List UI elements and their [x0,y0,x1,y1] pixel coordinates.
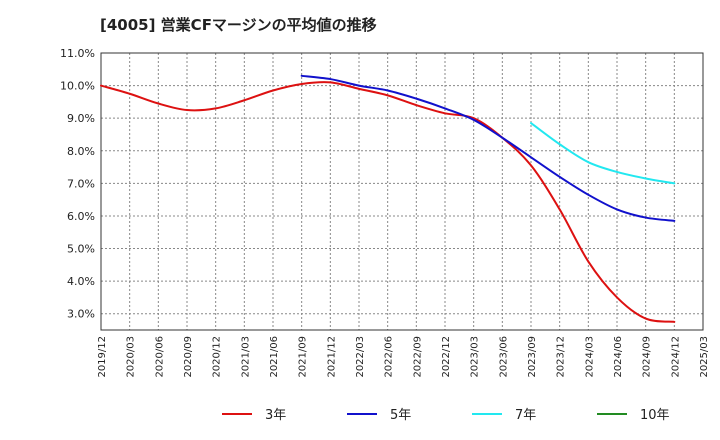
x-tick-label: 2023/03 [470,336,481,378]
x-tick-label: 2023/12 [556,336,567,378]
y-tick-label: 11.0% [60,47,95,60]
x-tick-label: 2021/12 [326,336,337,378]
x-tick-label: 2024/06 [613,336,624,378]
x-tick-label: 2021/06 [269,336,280,378]
legend-label-1: 3年 [265,408,286,423]
x-tick-label: 2024/09 [642,336,653,378]
x-tick-label: 2025/03 [699,336,710,378]
x-tick-label: 2022/03 [355,336,366,378]
x-tick-label: 2020/12 [212,336,223,378]
y-tick-label: 9.0% [67,112,95,125]
y-tick-label: 4.0% [67,275,95,288]
legend-label-3: 7年 [515,408,536,423]
x-tick-label: 2022/06 [384,336,395,378]
series-line-2 [300,74,676,222]
plot-border [100,52,704,331]
x-tick-label: 2024/03 [584,336,595,378]
y-tick-label: 6.0% [67,210,95,223]
y-tick-label: 8.0% [67,145,95,158]
x-tick-label: 2020/06 [154,336,165,378]
x-tick-label: 2021/09 [298,336,309,378]
x-tick-label: 2021/03 [240,336,251,378]
x-tick-label: 2023/06 [498,336,509,378]
x-tick-label: 2020/03 [126,336,137,378]
y-tick-label: 7.0% [67,177,95,190]
y-tick-label: 5.0% [67,243,95,256]
chart-title: [4005] 営業CFマージンの平均値の推移 [100,16,377,34]
y-tick-label: 10.0% [60,80,95,93]
legend-label-2: 5年 [390,408,411,423]
x-tick-label: 2022/12 [441,336,452,378]
x-tick-label: 2020/09 [183,336,194,378]
x-tick-label: 2019/12 [97,336,108,378]
x-tick-label: 2023/09 [527,336,538,378]
y-tick-label: 3.0% [67,308,95,321]
x-tick-label: 2024/12 [670,336,681,378]
x-tick-label: 2022/09 [412,336,423,378]
series-line-1 [100,81,676,323]
legend-label-4: 10年 [640,408,670,423]
series-line-3 [530,122,676,185]
